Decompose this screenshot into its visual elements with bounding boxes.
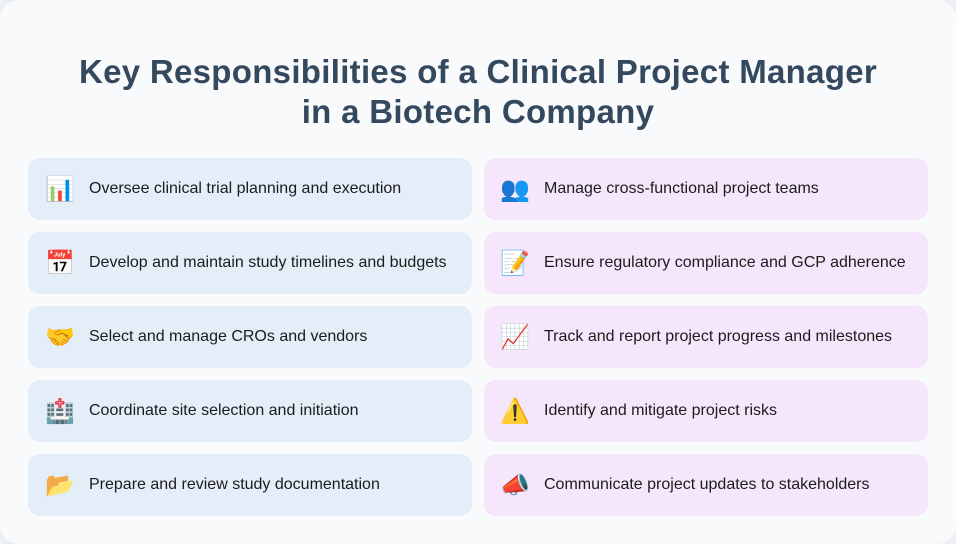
responsibility-card-risk-mitigation: ⚠️ Identify and mitigate project risks	[484, 380, 928, 442]
responsibility-card-trial-planning: 📊 Oversee clinical trial planning and ex…	[28, 158, 472, 220]
responsibility-card-stakeholder-communication: 📣 Communicate project updates to stakeho…	[484, 454, 928, 516]
responsibility-card-cros-vendors: 🤝 Select and manage CROs and vendors	[28, 306, 472, 368]
hospital-icon: 🏥	[45, 397, 75, 425]
calendar-icon: 📅	[45, 249, 75, 277]
responsibility-card-site-selection: 🏥 Coordinate site selection and initiati…	[28, 380, 472, 442]
responsibility-label: Communicate project updates to stakehold…	[544, 476, 870, 493]
responsibility-card-team-management: 👥 Manage cross-functional project teams	[484, 158, 928, 220]
bar-chart-icon: 📊	[45, 175, 75, 203]
trending-up-chart-icon: 📈	[500, 323, 530, 351]
warning-icon: ⚠️	[500, 397, 530, 425]
people-icon: 👥	[500, 175, 530, 203]
responsibility-label: Oversee clinical trial planning and exec…	[89, 180, 402, 197]
responsibility-card-regulatory-compliance: 📝 Ensure regulatory compliance and GCP a…	[484, 232, 928, 294]
responsibility-label: Identify and mitigate project risks	[544, 402, 777, 419]
title-line-2: in a Biotech Company	[301, 93, 655, 130]
responsibility-card-timelines-budgets: 📅 Develop and maintain study timelines a…	[28, 232, 472, 294]
responsibility-label: Ensure regulatory compliance and GCP adh…	[544, 254, 906, 271]
responsibility-card-documentation: 📂 Prepare and review study documentation	[28, 454, 472, 516]
responsibility-label: Select and manage CROs and vendors	[89, 328, 368, 345]
responsibility-label: Prepare and review study documentation	[89, 476, 380, 493]
memo-icon: 📝	[500, 249, 530, 277]
responsibility-label: Develop and maintain study timelines and…	[89, 254, 447, 271]
responsibility-card-progress-tracking: 📈 Track and report project progress and …	[484, 306, 928, 368]
open-folder-icon: 📂	[45, 471, 75, 499]
responsibility-label: Manage cross-functional project teams	[544, 180, 819, 197]
megaphone-icon: 📣	[500, 471, 530, 499]
page-title: Key Responsibilities of a Clinical Proje…	[0, 52, 956, 132]
handshake-icon: 🤝	[45, 323, 75, 351]
title-line-1: Key Responsibilities of a Clinical Proje…	[78, 53, 878, 90]
responsibility-label: Coordinate site selection and initiation	[89, 402, 359, 419]
responsibilities-grid: 📊 Oversee clinical trial planning and ex…	[28, 158, 928, 516]
responsibility-label: Track and report project progress and mi…	[544, 328, 893, 345]
